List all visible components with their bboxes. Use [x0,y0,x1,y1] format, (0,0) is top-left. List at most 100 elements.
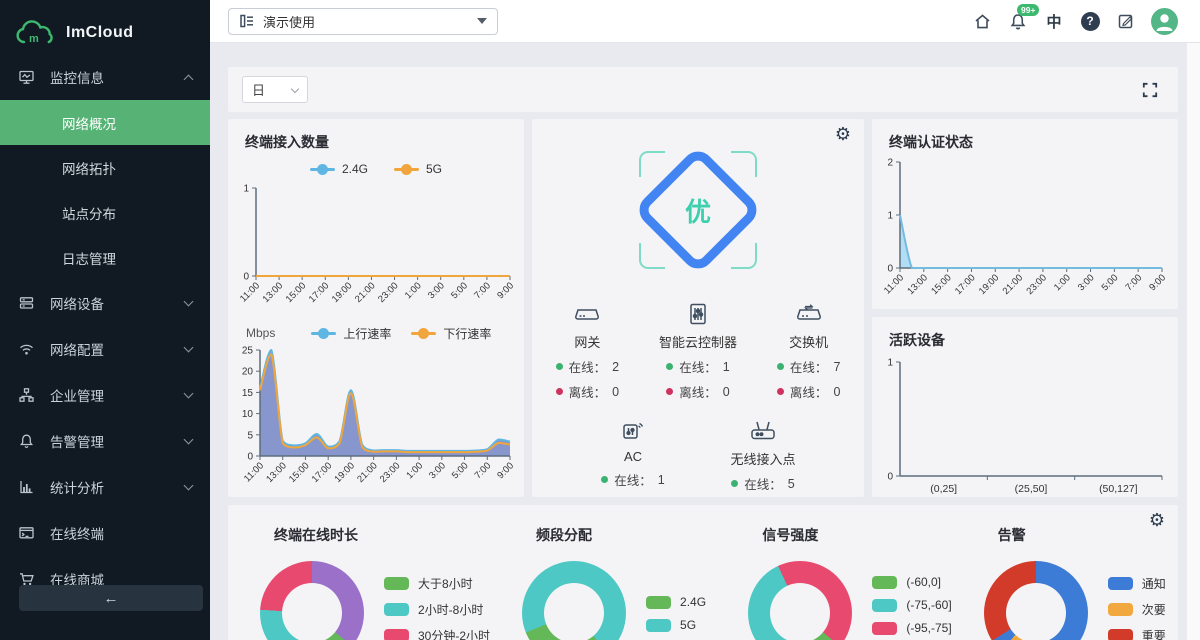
sidebar-item-online-terminals[interactable]: 在线终端 [0,510,210,556]
legend-marker [394,163,419,175]
site-selector[interactable]: 演示使用 [228,7,498,35]
corner-bracket [731,151,757,177]
legend-item[interactable]: 大于8小时 [384,575,490,592]
device-name: 智能云控制器 [658,335,737,350]
legend-item[interactable]: 5G [646,618,706,632]
sidebar-item-network-config[interactable]: 网络配置 [0,326,210,372]
legend-item[interactable]: 2小时-8小时 [384,601,490,618]
legend-item[interactable]: (-95,-75] [872,621,952,635]
offline-stat: 离线：0 [601,495,664,497]
svg-text:3:00: 3:00 [426,280,447,301]
sidebar-subitem-label: 日志管理 [62,251,116,267]
sidebar-item-monitor-info[interactable]: 监控信息 [0,54,210,100]
help-button[interactable]: ? [1079,8,1101,34]
svg-text:21:00: 21:00 [1001,272,1026,297]
svg-text:19:00: 19:00 [330,280,355,305]
home-button[interactable] [971,8,993,34]
switch-icon [794,301,824,327]
sidebar-subitem-label: 网络拓扑 [62,161,116,177]
feedback-button[interactable] [1115,8,1137,34]
sidebar-item-network-overview[interactable]: 网络概况 [0,100,210,145]
user-avatar[interactable] [1151,7,1178,35]
logo[interactable]: m ImCloud [0,0,210,54]
svg-text:11:00: 11:00 [242,460,266,484]
notification-badge: 99+ [1017,4,1040,16]
online-duration-donut [260,561,364,640]
online-count: 1 [722,359,730,374]
period-select-value: 日 [252,83,266,98]
legend-item[interactable]: 通知 [1107,575,1166,592]
notifications-button[interactable]: 99+ [1007,4,1040,34]
cloud-controller-icon [685,301,711,327]
site-selector-value: 演示使用 [263,14,316,30]
sidebar-item-log-management[interactable]: 日志管理 [0,235,210,280]
device-stat-cloud-controller: 智能云控制器 在线： 1 离线： 0 [643,293,754,401]
svg-text:9:00: 9:00 [1147,272,1168,293]
card-title: 终端认证状态 [889,134,973,150]
legend-item-5g[interactable]: 5G [394,162,442,176]
scrollbar-track[interactable] [1186,43,1200,640]
legend-item[interactable]: 次要 [1107,601,1166,618]
sidebar-item-label: 在线商城 [50,573,104,588]
svg-text:5:00: 5:00 [1100,272,1121,293]
device-stat-switch: 交换机 在线： 7 离线： 0 [753,293,864,401]
legend-item-downlink[interactable]: 下行速率 [411,325,491,342]
sidebar-item-label: 在线终端 [50,527,104,542]
sidebar-item-alarm-management[interactable]: 告警管理 [0,418,210,464]
device-name: 网关 [574,335,601,350]
question-mark-icon: ? [1080,11,1100,31]
topbar-icons: 99+ 中 ? [971,4,1178,35]
legend-label: 2.4G [341,162,368,176]
svg-text:(0,25]: (0,25] [930,483,957,495]
sidebar-item-label: 统计分析 [50,481,104,496]
svg-text:0: 0 [887,472,893,483]
traffic-rate-chart: 0 5 10 15 20 25 11:0013:0015:0017:0019:0021:00… [242,346,516,485]
device-stat-wireless-ap: 无线接入点 在线：5 离线：0 [698,409,828,497]
sidebar-item-network-topology[interactable]: 网络拓扑 [0,145,210,190]
band-allocation-group: 频段分配 2.4G 5G [490,525,716,640]
svg-text:(50,127]: (50,127] [1099,483,1138,495]
legend-item[interactable]: 2.4G [646,595,706,609]
svg-text:19:00: 19:00 [332,460,357,485]
svg-text:21:00: 21:00 [353,280,378,305]
svg-text:23:00: 23:00 [1024,272,1049,297]
gear-icon[interactable]: ⚙ [1148,510,1165,530]
sidebar-item-online-store[interactable]: 在线商城 [0,556,210,602]
language-toggle-button[interactable]: 中 [1046,13,1062,31]
sidebar-item-statistics[interactable]: 统计分析 [0,464,210,510]
gear-icon[interactable]: ⚙ [834,124,851,144]
device-stat-ac: AC 在线：1 离线：0 [568,409,698,497]
sidebar-collapse-button[interactable]: ← [19,585,203,611]
sidebar-item-label: 企业管理 [50,389,104,404]
donut-hole [1005,583,1066,640]
period-select[interactable]: 日 [242,76,308,103]
terminal-auth-card: 终端认证状态 0 1 2 11:00 13:00 15:00 17:00 19:00 21:00… [872,119,1178,309]
svg-text:23:00: 23:00 [376,280,401,305]
online-count: 5 [787,476,795,491]
sidebar-item-site-distribution[interactable]: 站点分布 [0,190,210,235]
online-count: 7 [833,359,841,374]
signal-strength-donut [748,561,853,640]
legend-item[interactable]: (-60,0] [872,575,951,589]
fullscreen-button[interactable] [1142,82,1158,98]
legend-item-2-4g[interactable]: 2.4G [309,162,368,176]
legend-item-uplink[interactable]: 上行速率 [311,325,391,342]
topbar: 演示使用 99+ 中 ? [210,0,1200,43]
offline-count: 0 [722,384,730,399]
legend-item[interactable]: (-75,-60] [872,598,952,612]
online-stat: 在线： 2 [555,357,619,376]
chevron-down-icon [183,388,194,399]
svg-text:9:00: 9:00 [495,460,516,481]
device-stats-row2: AC 在线：1 离线：0 无线接入点 在线：5 [532,409,864,497]
sidebar-item-enterprise-management[interactable]: 企业管理 [0,372,210,418]
svg-text:17:00: 17:00 [307,280,332,305]
svg-text:15: 15 [242,388,254,399]
sidebar-item-network-devices[interactable]: 网络设备 [0,280,210,326]
svg-text:1:00: 1:00 [403,280,424,301]
legend-item[interactable]: 30分钟-2小时 [384,627,490,640]
legend-item[interactable]: 重要 [1107,627,1166,640]
online-stat: 在线： 7 [776,357,841,376]
corner-bracket [639,243,665,269]
offline-count: 0 [612,384,620,399]
